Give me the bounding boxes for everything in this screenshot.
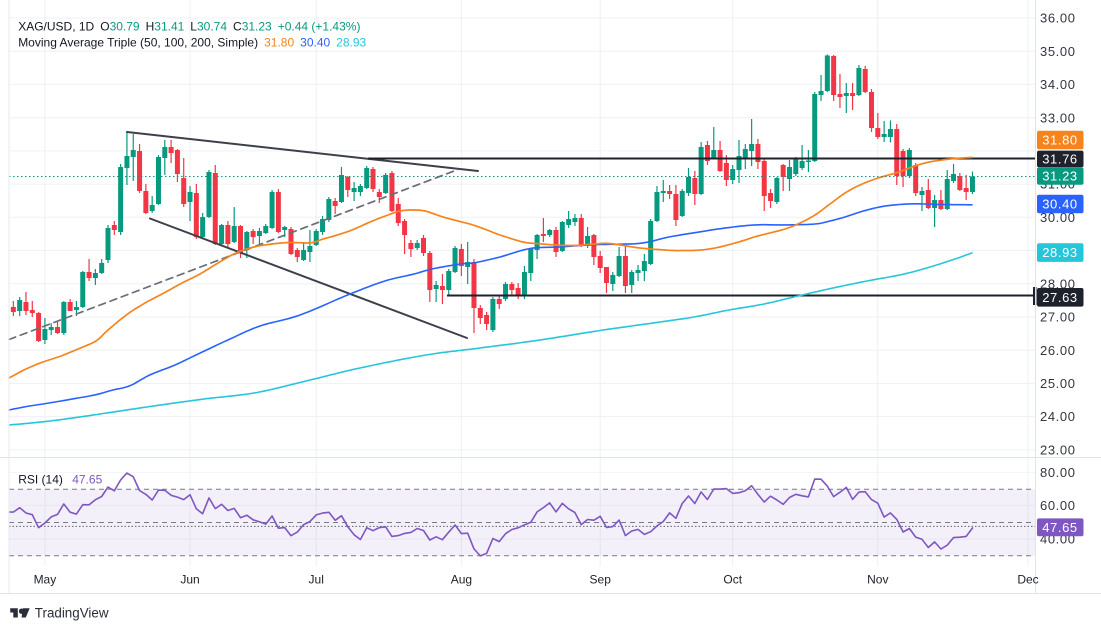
svg-text:30.00: 30.00 — [1040, 210, 1076, 225]
svg-text:26.00: 26.00 — [1040, 343, 1076, 358]
svg-text:28.93: 28.93 — [1042, 245, 1078, 260]
svg-text:47.65: 47.65 — [1042, 520, 1078, 535]
svg-text:36.00: 36.00 — [1040, 11, 1076, 26]
svg-text:Aug: Aug — [451, 573, 472, 587]
svg-text:Sep: Sep — [590, 573, 612, 587]
svg-text:34.00: 34.00 — [1040, 77, 1076, 92]
svg-text:Dec: Dec — [1017, 573, 1038, 587]
svg-text:60.00: 60.00 — [1040, 498, 1076, 513]
svg-text:80.00: 80.00 — [1040, 465, 1076, 480]
svg-text:XAG/USD, 1D O30.79 H31.41 L30.: XAG/USD, 1D O30.79 H31.41 L30.74 C31.23 … — [18, 20, 360, 34]
svg-text:Oct: Oct — [723, 573, 742, 587]
svg-text:May: May — [34, 573, 57, 587]
svg-text:Nov: Nov — [867, 573, 888, 587]
svg-text:27.63: 27.63 — [1042, 290, 1078, 305]
svg-text:23.00: 23.00 — [1040, 443, 1076, 458]
svg-text:RSI (14) 47.65: RSI (14) 47.65 — [18, 473, 102, 487]
svg-text:35.00: 35.00 — [1040, 44, 1076, 59]
svg-text:31.76: 31.76 — [1042, 152, 1078, 167]
svg-text:31.80: 31.80 — [1042, 133, 1078, 148]
svg-text:Jun: Jun — [180, 573, 199, 587]
svg-text:30.40: 30.40 — [1042, 197, 1078, 212]
svg-text:31.23: 31.23 — [1042, 169, 1078, 184]
svg-text:33.00: 33.00 — [1040, 110, 1076, 125]
svg-text:25.00: 25.00 — [1040, 376, 1076, 391]
svg-text:TradingView: TradingView — [35, 605, 109, 620]
svg-text:28.00: 28.00 — [1040, 276, 1076, 291]
svg-text:Moving Average Triple (50, 100: Moving Average Triple (50, 100, 200, Sim… — [18, 36, 366, 50]
svg-text:27.00: 27.00 — [1040, 310, 1076, 325]
svg-text:Jul: Jul — [309, 573, 324, 587]
svg-text:24.00: 24.00 — [1040, 409, 1076, 424]
